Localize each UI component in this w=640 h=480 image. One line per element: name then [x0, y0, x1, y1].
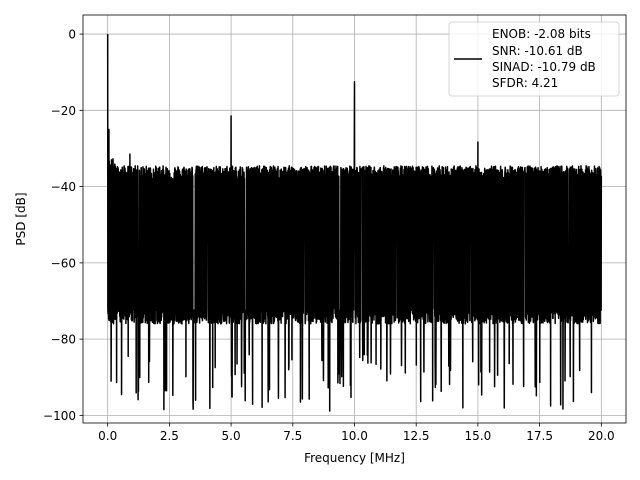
x-axis-label: Frequency [MHz]: [304, 451, 405, 465]
x-tick-label: 10.0: [341, 429, 368, 443]
legend-line-snr: SNR: -10.61 dB: [492, 44, 583, 58]
x-tick-label: 20.0: [588, 429, 615, 443]
y-axis-ticks: 0 −20 −40 −60 −80 −100: [43, 28, 83, 423]
x-tick-label: 17.5: [526, 429, 553, 443]
x-tick-label: 12.5: [403, 429, 430, 443]
x-tick-label: 2.5: [160, 429, 179, 443]
x-axis-ticks: 0.0 2.5 5.0 7.5 10.0 12.5 15.0 17.5 20.0: [98, 423, 615, 443]
y-tick-label: −80: [51, 333, 76, 347]
psd-line: [106, 34, 603, 412]
x-tick-label: 7.5: [283, 429, 302, 443]
y-tick-label: −20: [51, 104, 76, 118]
legend-line-sinad: SINAD: -10.79 dB: [492, 60, 596, 74]
y-tick-label: −60: [51, 256, 76, 270]
psd-series: [106, 34, 603, 412]
x-tick-label: 15.0: [465, 429, 492, 443]
plot-frame: [82, 14, 627, 424]
x-tick-label: 0.0: [98, 429, 117, 443]
legend-line-sfdr: SFDR: 4.21: [492, 76, 558, 90]
y-tick-label: −40: [51, 180, 76, 194]
x-tick-label: 5.0: [222, 429, 241, 443]
y-tick-label: 0: [68, 28, 76, 42]
legend-line-enob: ENOB: -2.08 bits: [492, 27, 591, 41]
legend-box: [448, 21, 620, 97]
y-axis-label: PSD [dB]: [14, 192, 28, 245]
legend: ENOB: -2.08 bits SNR: -10.61 dB SINAD: -…: [448, 21, 620, 97]
y-tick-label: −100: [43, 409, 76, 423]
